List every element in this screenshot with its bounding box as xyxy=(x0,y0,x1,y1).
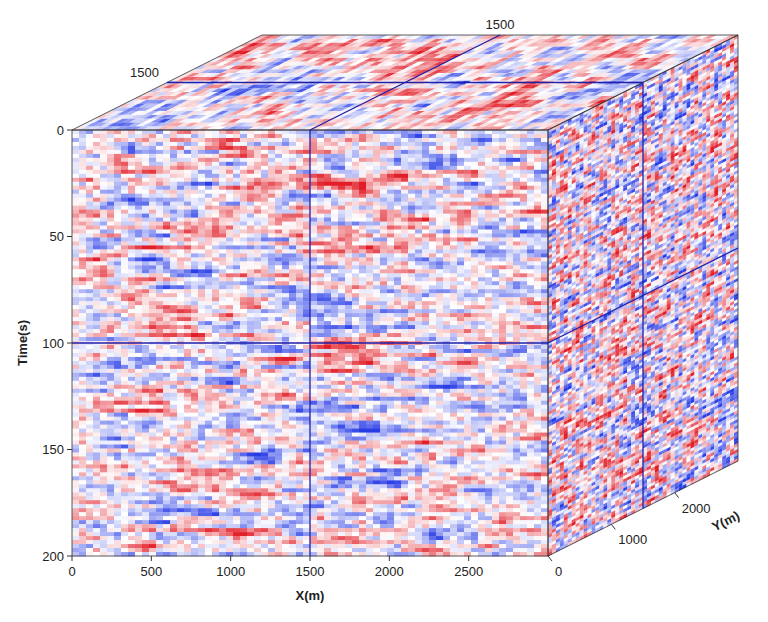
chart: 1500150005001000150020002500X(m)05010015… xyxy=(0,0,768,622)
